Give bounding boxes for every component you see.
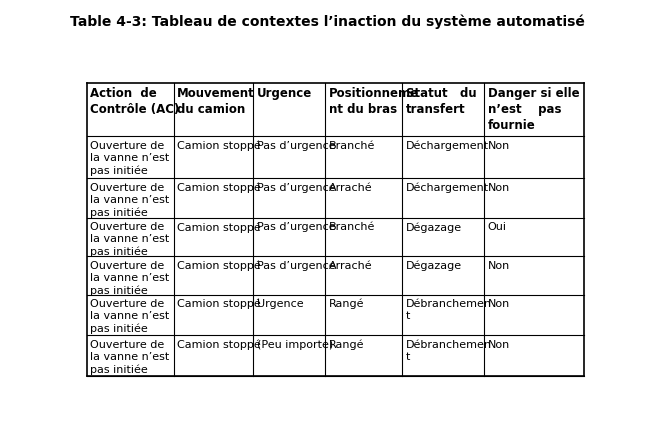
- Text: Débranchemen
t: Débranchemen t: [405, 298, 492, 321]
- Text: Arraché: Arraché: [329, 182, 372, 192]
- Text: Ouverture de
la vanne n’est
pas initiée: Ouverture de la vanne n’est pas initiée: [90, 339, 169, 374]
- Text: Arraché: Arraché: [329, 260, 372, 270]
- Text: Ouverture de
la vanne n’est
pas initiée: Ouverture de la vanne n’est pas initiée: [90, 222, 169, 257]
- Text: Branché: Branché: [329, 140, 375, 150]
- Text: (Peu importe): (Peu importe): [257, 339, 333, 349]
- Text: Camion stoppé: Camion stoppé: [177, 222, 261, 232]
- Text: Table 4-3: Tableau de contextes l’inaction du système automatisé: Table 4-3: Tableau de contextes l’inacti…: [69, 15, 585, 29]
- Text: Pas d’urgence: Pas d’urgence: [257, 222, 336, 231]
- Text: Statut   du
transfert: Statut du transfert: [405, 87, 476, 116]
- Text: Rangé: Rangé: [329, 298, 364, 309]
- Text: Pas d’urgence: Pas d’urgence: [257, 182, 336, 192]
- Text: Débranchemen
t: Débranchemen t: [405, 339, 492, 361]
- Text: Camion stoppé: Camion stoppé: [177, 339, 261, 349]
- Text: Urgence: Urgence: [257, 87, 312, 100]
- Text: Oui: Oui: [488, 222, 507, 231]
- Text: Camion stoppé: Camion stoppé: [177, 140, 261, 151]
- Text: Non: Non: [488, 339, 510, 349]
- Text: Pas d’urgence: Pas d’urgence: [257, 260, 336, 270]
- Text: Non: Non: [488, 260, 510, 270]
- Text: Camion stoppé: Camion stoppé: [177, 182, 261, 193]
- Text: Dégazage: Dégazage: [405, 222, 462, 232]
- Text: Urgence: Urgence: [257, 298, 303, 308]
- Text: Ouverture de
la vanne n’est
pas initiée: Ouverture de la vanne n’est pas initiée: [90, 298, 169, 334]
- Text: Non: Non: [488, 182, 510, 192]
- Text: Rangé: Rangé: [329, 339, 364, 349]
- Text: Branché: Branché: [329, 222, 375, 231]
- Text: Ouverture de
la vanne n’est
pas initiée: Ouverture de la vanne n’est pas initiée: [90, 140, 169, 176]
- Text: Ouverture de
la vanne n’est
pas initiée: Ouverture de la vanne n’est pas initiée: [90, 260, 169, 295]
- Text: Dégazage: Dégazage: [405, 260, 462, 271]
- Text: Positionneme
nt du bras: Positionneme nt du bras: [329, 87, 419, 116]
- Text: Déchargement: Déchargement: [405, 182, 489, 193]
- Text: Déchargement: Déchargement: [405, 140, 489, 151]
- Text: Ouverture de
la vanne n’est
pas initiée: Ouverture de la vanne n’est pas initiée: [90, 182, 169, 218]
- Text: Non: Non: [488, 140, 510, 150]
- Text: Pas d’urgence: Pas d’urgence: [257, 140, 336, 150]
- Text: Camion stoppé: Camion stoppé: [177, 298, 261, 309]
- Text: Non: Non: [488, 298, 510, 308]
- Text: Danger si elle
n’est    pas
fournie: Danger si elle n’est pas fournie: [488, 87, 579, 132]
- Text: Action  de
Contrôle (AC): Action de Contrôle (AC): [90, 87, 180, 116]
- Text: Mouvement
du camion: Mouvement du camion: [177, 87, 255, 116]
- Text: Camion stoppé: Camion stoppé: [177, 260, 261, 271]
